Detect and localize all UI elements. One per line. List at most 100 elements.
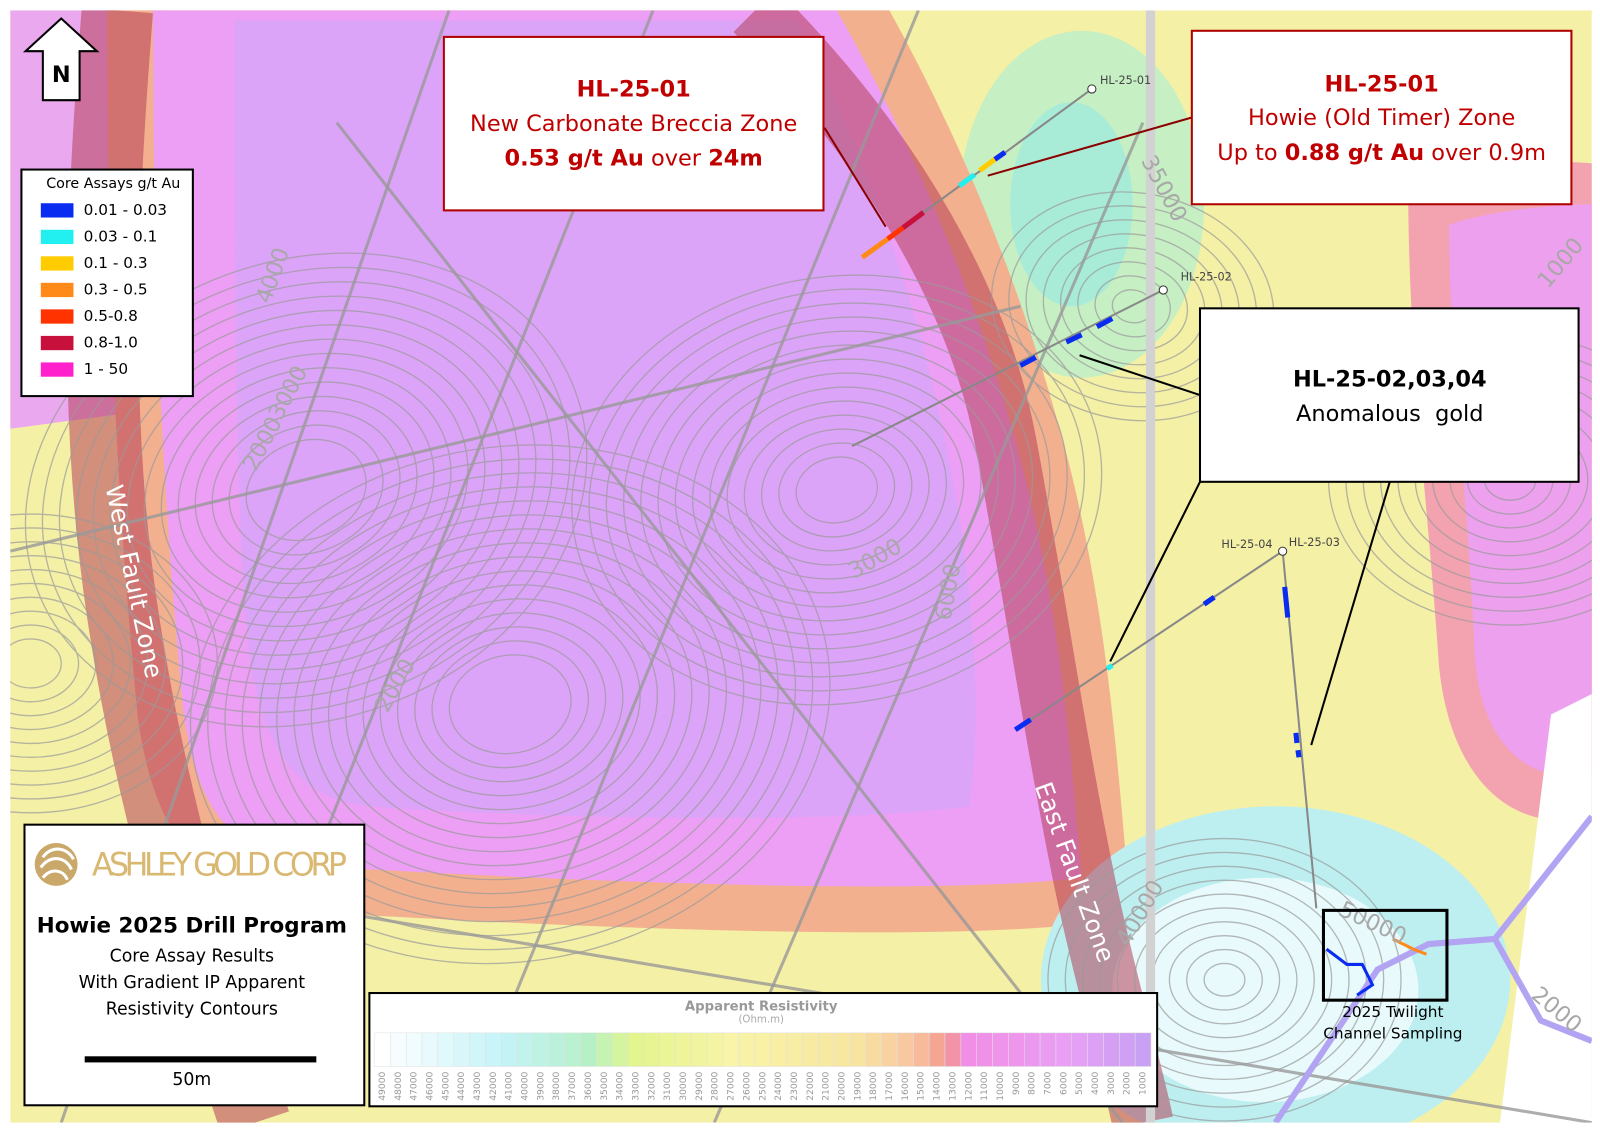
contour (75, 295, 537, 685)
north-label: N (52, 62, 71, 88)
callout-result: Up to 0.88 g/t Au over 0.9m (1217, 140, 1546, 166)
colorbar-label: 42000 (488, 1071, 499, 1100)
colorbar-cell (817, 1032, 835, 1067)
contour (1077, 261, 1189, 352)
contour (362, 584, 659, 825)
legend-swatch (40, 309, 74, 324)
colorbar-label: 46000 (424, 1071, 435, 1100)
contour (1168, 935, 1281, 1025)
contour (1064, 851, 1385, 1108)
contour (1203, 962, 1246, 997)
colorbar-label: 27000 (726, 1071, 737, 1100)
contour (1081, 865, 1367, 1094)
colorbar-cell (1134, 1032, 1152, 1067)
callout-box (1190, 29, 1573, 206)
colorbar-cell (643, 1032, 661, 1067)
colorbar-cell (1119, 1032, 1136, 1067)
assay-segment (1105, 663, 1114, 671)
colorbar-label: 32000 (646, 1071, 657, 1100)
colorbar-label: 9000 (1011, 1071, 1022, 1095)
callout-word: over (1431, 140, 1482, 166)
contour (24, 252, 588, 728)
colorbar-cell (675, 1032, 692, 1067)
legend-label: 0.3 - 0.5 (84, 280, 148, 298)
contour (10, 513, 218, 814)
assay-segment (1095, 316, 1114, 329)
colorbar-label: 10000 (995, 1071, 1006, 1100)
colorbar-label: 43000 (472, 1071, 483, 1100)
callout-subtitle: New Carbonate Breccia Zone (470, 111, 797, 137)
channel-label: 2025 Twilight (1342, 1003, 1443, 1021)
colorbar-cell (374, 1032, 391, 1067)
colorbar-cell (849, 1032, 867, 1067)
colorbar-label: 21000 (821, 1071, 832, 1100)
legend-swatch (40, 335, 74, 351)
channel-label: Channel Sampling (1323, 1024, 1462, 1042)
assay-segment (1013, 717, 1033, 732)
legend-label: 0.01 - 0.03 (84, 201, 167, 219)
colorbar-cell (770, 1032, 787, 1067)
legend-swatch (40, 203, 74, 218)
colorbar-cell (1008, 1032, 1025, 1067)
contour (245, 438, 367, 542)
drill-hole-label: HL-25-02 (1181, 271, 1232, 284)
company-name: ASHLEY GOLD CORP (92, 848, 347, 884)
colorbar-unit: (Ohm.m) (738, 1015, 784, 1026)
contour (10, 624, 80, 703)
contour (345, 570, 676, 839)
description: Core Assay Results (110, 946, 274, 966)
colorbar-cell (1023, 1032, 1041, 1067)
description: Resistivity Contours (106, 999, 278, 1019)
contour (224, 472, 797, 937)
colorbar-label: 4000 (1090, 1071, 1101, 1095)
colorbar-cell (469, 1032, 486, 1067)
colorbar-cell (548, 1032, 565, 1067)
colorbar-label: 35000 (599, 1071, 610, 1100)
colorbar-cell (516, 1032, 534, 1067)
colorbar-label: 41000 (504, 1071, 515, 1100)
colorbar-cell (1039, 1032, 1057, 1067)
legend-label: 0.8-1.0 (84, 334, 138, 352)
contour (1134, 907, 1315, 1053)
assay-segment (993, 150, 1007, 162)
colorbar-cell (596, 1032, 613, 1067)
colorbar-cell (897, 1032, 914, 1067)
callout-box (1198, 307, 1580, 483)
callout-title: HL-25-01 (577, 76, 691, 102)
drill-hole-label: HL-25-01 (1100, 74, 1151, 87)
colorbar-label: 20000 (836, 1071, 847, 1100)
colorbar-cell (722, 1032, 740, 1067)
colorbar-label: 30000 (678, 1071, 689, 1100)
colorbar-cell (405, 1032, 423, 1067)
colorbar-cell (564, 1032, 581, 1067)
colorbar-label: 17000 (884, 1071, 895, 1100)
callout-value: 0.88 g/t Au (1285, 140, 1424, 166)
assay-segment (1202, 595, 1216, 607)
colorbar-label: 14000 (932, 1071, 943, 1100)
contour (10, 638, 62, 689)
contour (10, 568, 149, 758)
drill-holes (851, 84, 1318, 909)
contour (709, 386, 965, 594)
colorbar-cell (485, 1032, 502, 1067)
contour (10, 527, 201, 800)
contour (109, 324, 503, 656)
colorbar-cell (627, 1032, 645, 1067)
assay-segment (1065, 332, 1083, 345)
assay-segment (957, 172, 976, 188)
colorbar-cell (1055, 1032, 1073, 1067)
colorbar-cell (1103, 1032, 1120, 1067)
colorbar-cell (802, 1032, 819, 1067)
callout-box (442, 35, 825, 212)
colorbar-label: 45000 (440, 1071, 451, 1100)
contour (571, 274, 1103, 706)
colorbar-label: 48000 (393, 1071, 404, 1100)
contour (1094, 275, 1171, 338)
colorbar-label: 37000 (567, 1071, 578, 1100)
colorbar-title: Apparent Resistivity (685, 999, 838, 1014)
drill-hole-label: HL-25-03 (1289, 536, 1340, 549)
assay-segment (901, 210, 925, 230)
colorbar-label: 1000 (1138, 1071, 1149, 1095)
colorbar-label: 23000 (789, 1071, 800, 1100)
